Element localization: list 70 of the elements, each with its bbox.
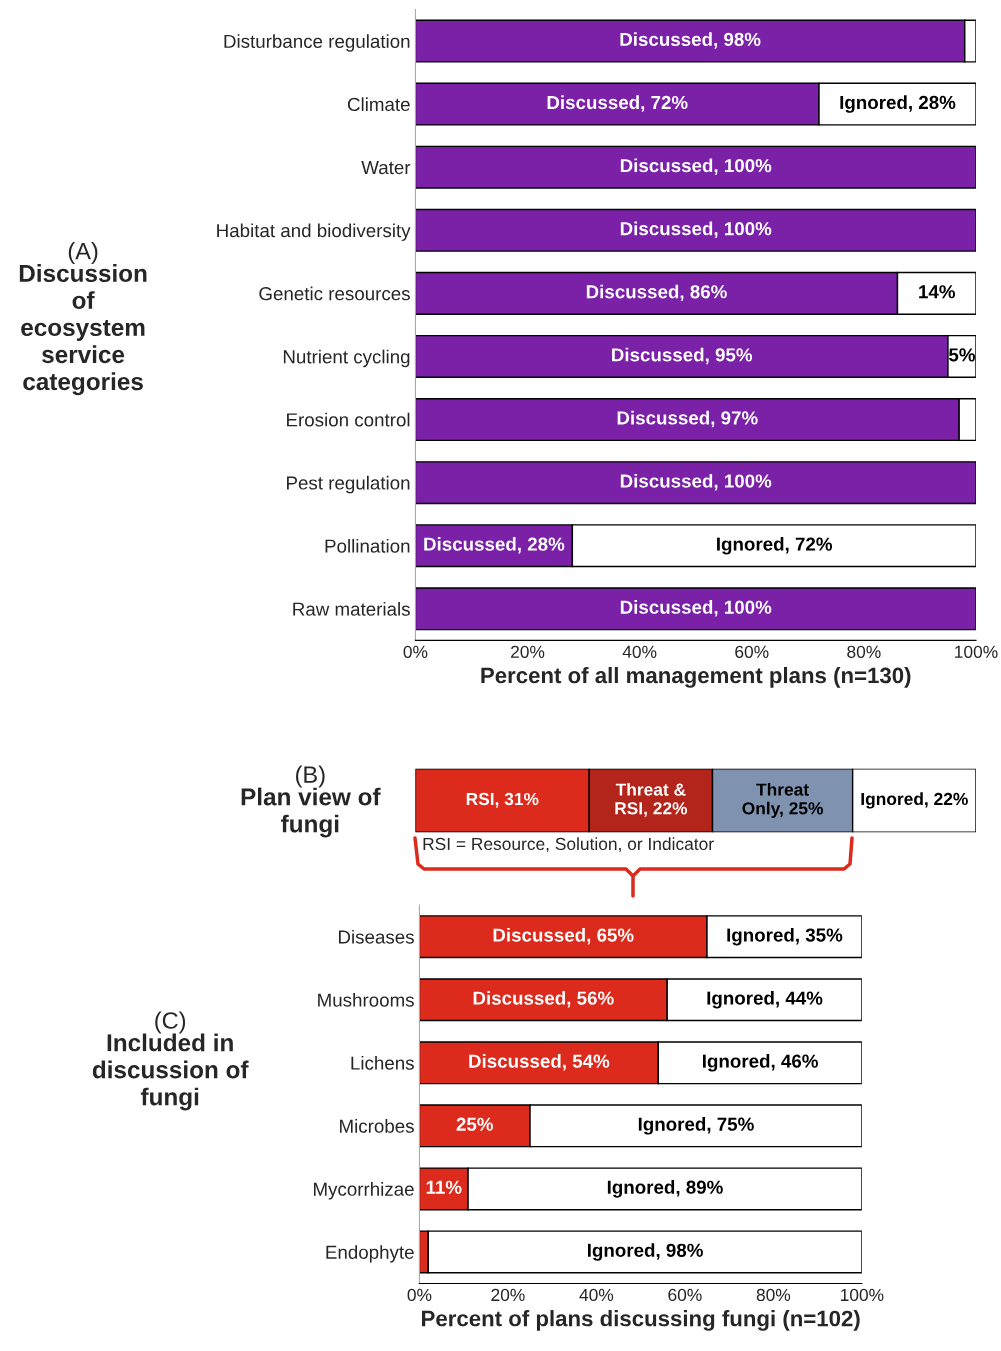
data-label: Threat Only, 25% xyxy=(742,783,823,818)
y-tick-label: Mushrooms xyxy=(318,992,414,1007)
data-label: Ignored, 46% xyxy=(703,1054,818,1072)
x-tick-label: 60% xyxy=(735,645,769,658)
data-label: Ignored, 72% xyxy=(717,536,833,555)
data-label: Discussed, 72% xyxy=(547,95,688,112)
x-tick-label: 100% xyxy=(955,645,998,658)
text: Plan view of fungi xyxy=(241,787,381,838)
text: Discussion of ecosystem service categories xyxy=(19,264,147,396)
y-tick-label: Nutrient cycling xyxy=(283,349,410,368)
x-axis-title: Percent of plans discussing fungi (n=102) xyxy=(422,1310,860,1331)
text: (C) xyxy=(155,1011,186,1034)
y-tick-label: Endophyte xyxy=(326,1245,414,1263)
y-tick-label: Microbes xyxy=(340,1119,414,1133)
y-tick-label: Disturbance regulation xyxy=(224,34,410,52)
text: Included in discussion of fungi xyxy=(92,1033,249,1111)
data-label: Ignored, 35% xyxy=(727,927,843,946)
data-label: Ignored, 98% xyxy=(587,1243,703,1261)
data-label: Ignored, 75% xyxy=(638,1117,754,1135)
data-label: Discussed, 100% xyxy=(620,158,772,175)
data-label: Discussed, 28% xyxy=(424,537,565,554)
bar xyxy=(415,208,976,252)
data-label: 25% xyxy=(456,1117,493,1131)
x-tick-label: 80% xyxy=(847,645,881,658)
data-label: RSI, 31% xyxy=(466,792,539,808)
x-tick-label: 100% xyxy=(840,1288,884,1302)
text: RSI = Resource, Solution, or Indicator xyxy=(423,837,714,853)
bar xyxy=(415,461,976,505)
y-tick-label: Habitat and biodiversity xyxy=(217,223,411,241)
data-label: Discussed, 54% xyxy=(469,1054,610,1071)
y-tick-label: Pest regulation xyxy=(287,475,410,494)
y-tick-label: Raw materials xyxy=(293,602,410,616)
x-tick-label: 0% xyxy=(407,1288,432,1302)
chart-title: (B) xyxy=(296,765,325,788)
x-tick-label: 20% xyxy=(491,1288,525,1302)
y-tick-label: Erosion control xyxy=(287,412,410,427)
y-tick-label: Lichens xyxy=(351,1055,414,1070)
x-tick-label: 40% xyxy=(622,645,657,658)
y-tick-label: Climate xyxy=(347,97,410,112)
x-tick-label: 40% xyxy=(579,1288,614,1302)
y-tick-label: Genetic resources xyxy=(259,286,410,301)
data-label: 5% xyxy=(948,348,976,362)
data-label: Discussed, 97% xyxy=(617,410,758,428)
y-tick-label: Diseases xyxy=(338,929,414,944)
x-tick-label: 0% xyxy=(403,645,428,658)
data-label: Discussed, 86% xyxy=(586,284,727,302)
data-label: Discussed, 95% xyxy=(612,347,753,365)
bar xyxy=(415,145,976,189)
y-tick-label: Mycorrhizae xyxy=(313,1182,414,1200)
data-label: Discussed, 100% xyxy=(620,221,772,239)
x-tick-label: 20% xyxy=(511,645,545,658)
data-label: Ignored, 44% xyxy=(707,990,823,1009)
x-tick-label: 80% xyxy=(756,1288,791,1302)
data-label: Ignored, 22% xyxy=(861,792,968,809)
x-tick-label: 60% xyxy=(668,1288,702,1302)
bar xyxy=(415,587,976,631)
data-label: Discussed, 100% xyxy=(620,473,772,491)
data-label: 11% xyxy=(426,1180,462,1194)
data-label: 14% xyxy=(919,285,956,299)
data-label: Discussed, 65% xyxy=(493,927,634,945)
data-label: Discussed, 100% xyxy=(620,600,772,617)
data-label: Ignored, 28% xyxy=(840,95,956,113)
data-label: Discussed, 56% xyxy=(473,991,614,1008)
y-tick-label: Pollination xyxy=(325,538,410,553)
data-label: Ignored, 89% xyxy=(607,1180,723,1198)
data-label: Discussed, 98% xyxy=(620,32,761,49)
data-label: Threat & RSI, 22% xyxy=(615,783,688,817)
y-tick-label: Water xyxy=(361,161,411,175)
x-axis-title: Percent of all management plans (n=130) xyxy=(481,666,911,688)
text: (A) xyxy=(68,242,98,265)
